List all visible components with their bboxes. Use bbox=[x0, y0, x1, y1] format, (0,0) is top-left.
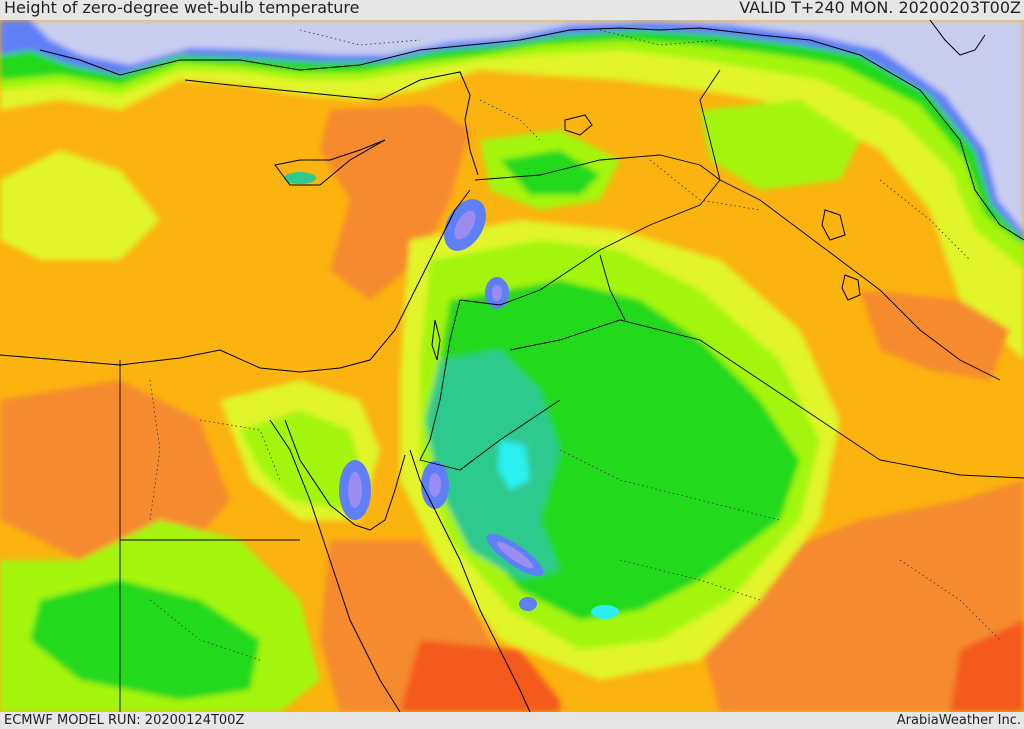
turkey-syria-border bbox=[474, 154, 721, 181]
gulf-of-suez bbox=[284, 419, 406, 531]
black-sea bbox=[30, 20, 1024, 232]
lake-urmia bbox=[841, 274, 861, 301]
syria-iraq-border bbox=[459, 179, 721, 306]
forecast-map bbox=[0, 20, 1024, 712]
black-sea-coast bbox=[39, 27, 1024, 241]
red-sea-east-coast bbox=[409, 449, 531, 712]
jordan-iraq-border bbox=[599, 254, 626, 321]
caspian-shore bbox=[929, 20, 986, 56]
lake-van bbox=[564, 114, 593, 136]
lebanon-core bbox=[454, 210, 476, 240]
high-elevation-spots bbox=[284, 172, 619, 619]
jordan-saudi-border bbox=[419, 299, 561, 471]
south-spot bbox=[591, 605, 619, 619]
red-orange-yemen bbox=[400, 640, 560, 712]
iraq-saudi-border bbox=[509, 319, 1024, 479]
lake-tuz bbox=[821, 209, 846, 241]
anatolia-coast bbox=[184, 71, 479, 176]
dark-orange-mediterranean bbox=[320, 105, 470, 300]
dark-orange-iraq bbox=[860, 290, 1010, 380]
red-sea-west-coast bbox=[269, 419, 401, 712]
mediterranean-south-coast bbox=[0, 189, 471, 373]
red-orange-east bbox=[950, 620, 1024, 712]
map-title: Height of zero-degree wet-bulb temperatu… bbox=[4, 0, 360, 17]
coastlines bbox=[0, 20, 1024, 712]
valid-time: VALID T+240 MON. 20200203T00Z bbox=[739, 0, 1021, 17]
cyprus-spot bbox=[284, 172, 316, 184]
syria-core bbox=[492, 285, 502, 301]
dotted-provincial-lines bbox=[149, 29, 1001, 661]
lime-iran bbox=[700, 100, 860, 190]
political-borders bbox=[119, 69, 1024, 712]
dark-orange-sudan bbox=[0, 380, 230, 560]
credit: ArabiaWeather Inc. bbox=[896, 713, 1021, 728]
bottom-bar: ECMWF MODEL RUN: 20200124T00Z ArabiaWeat… bbox=[0, 712, 1024, 729]
cyan-arabia bbox=[498, 440, 530, 490]
dark-orange-southeast bbox=[700, 480, 1024, 712]
iran-border bbox=[719, 179, 1001, 381]
dead-sea bbox=[431, 319, 441, 361]
model-run: ECMWF MODEL RUN: 20200124T00Z bbox=[4, 713, 245, 728]
green-egypt-south bbox=[30, 580, 260, 700]
yellow-west bbox=[0, 150, 160, 260]
top-bar: Height of zero-degree wet-bulb temperatu… bbox=[0, 0, 1024, 20]
teal-arabia bbox=[425, 350, 560, 580]
asir-core bbox=[496, 541, 534, 569]
hejaz-core bbox=[429, 473, 441, 497]
sinai-core bbox=[348, 472, 362, 508]
cyprus bbox=[274, 139, 386, 186]
iraq-iran-border bbox=[699, 69, 721, 181]
lime-sinai bbox=[240, 410, 365, 510]
arabia-blue-spot bbox=[519, 597, 537, 611]
